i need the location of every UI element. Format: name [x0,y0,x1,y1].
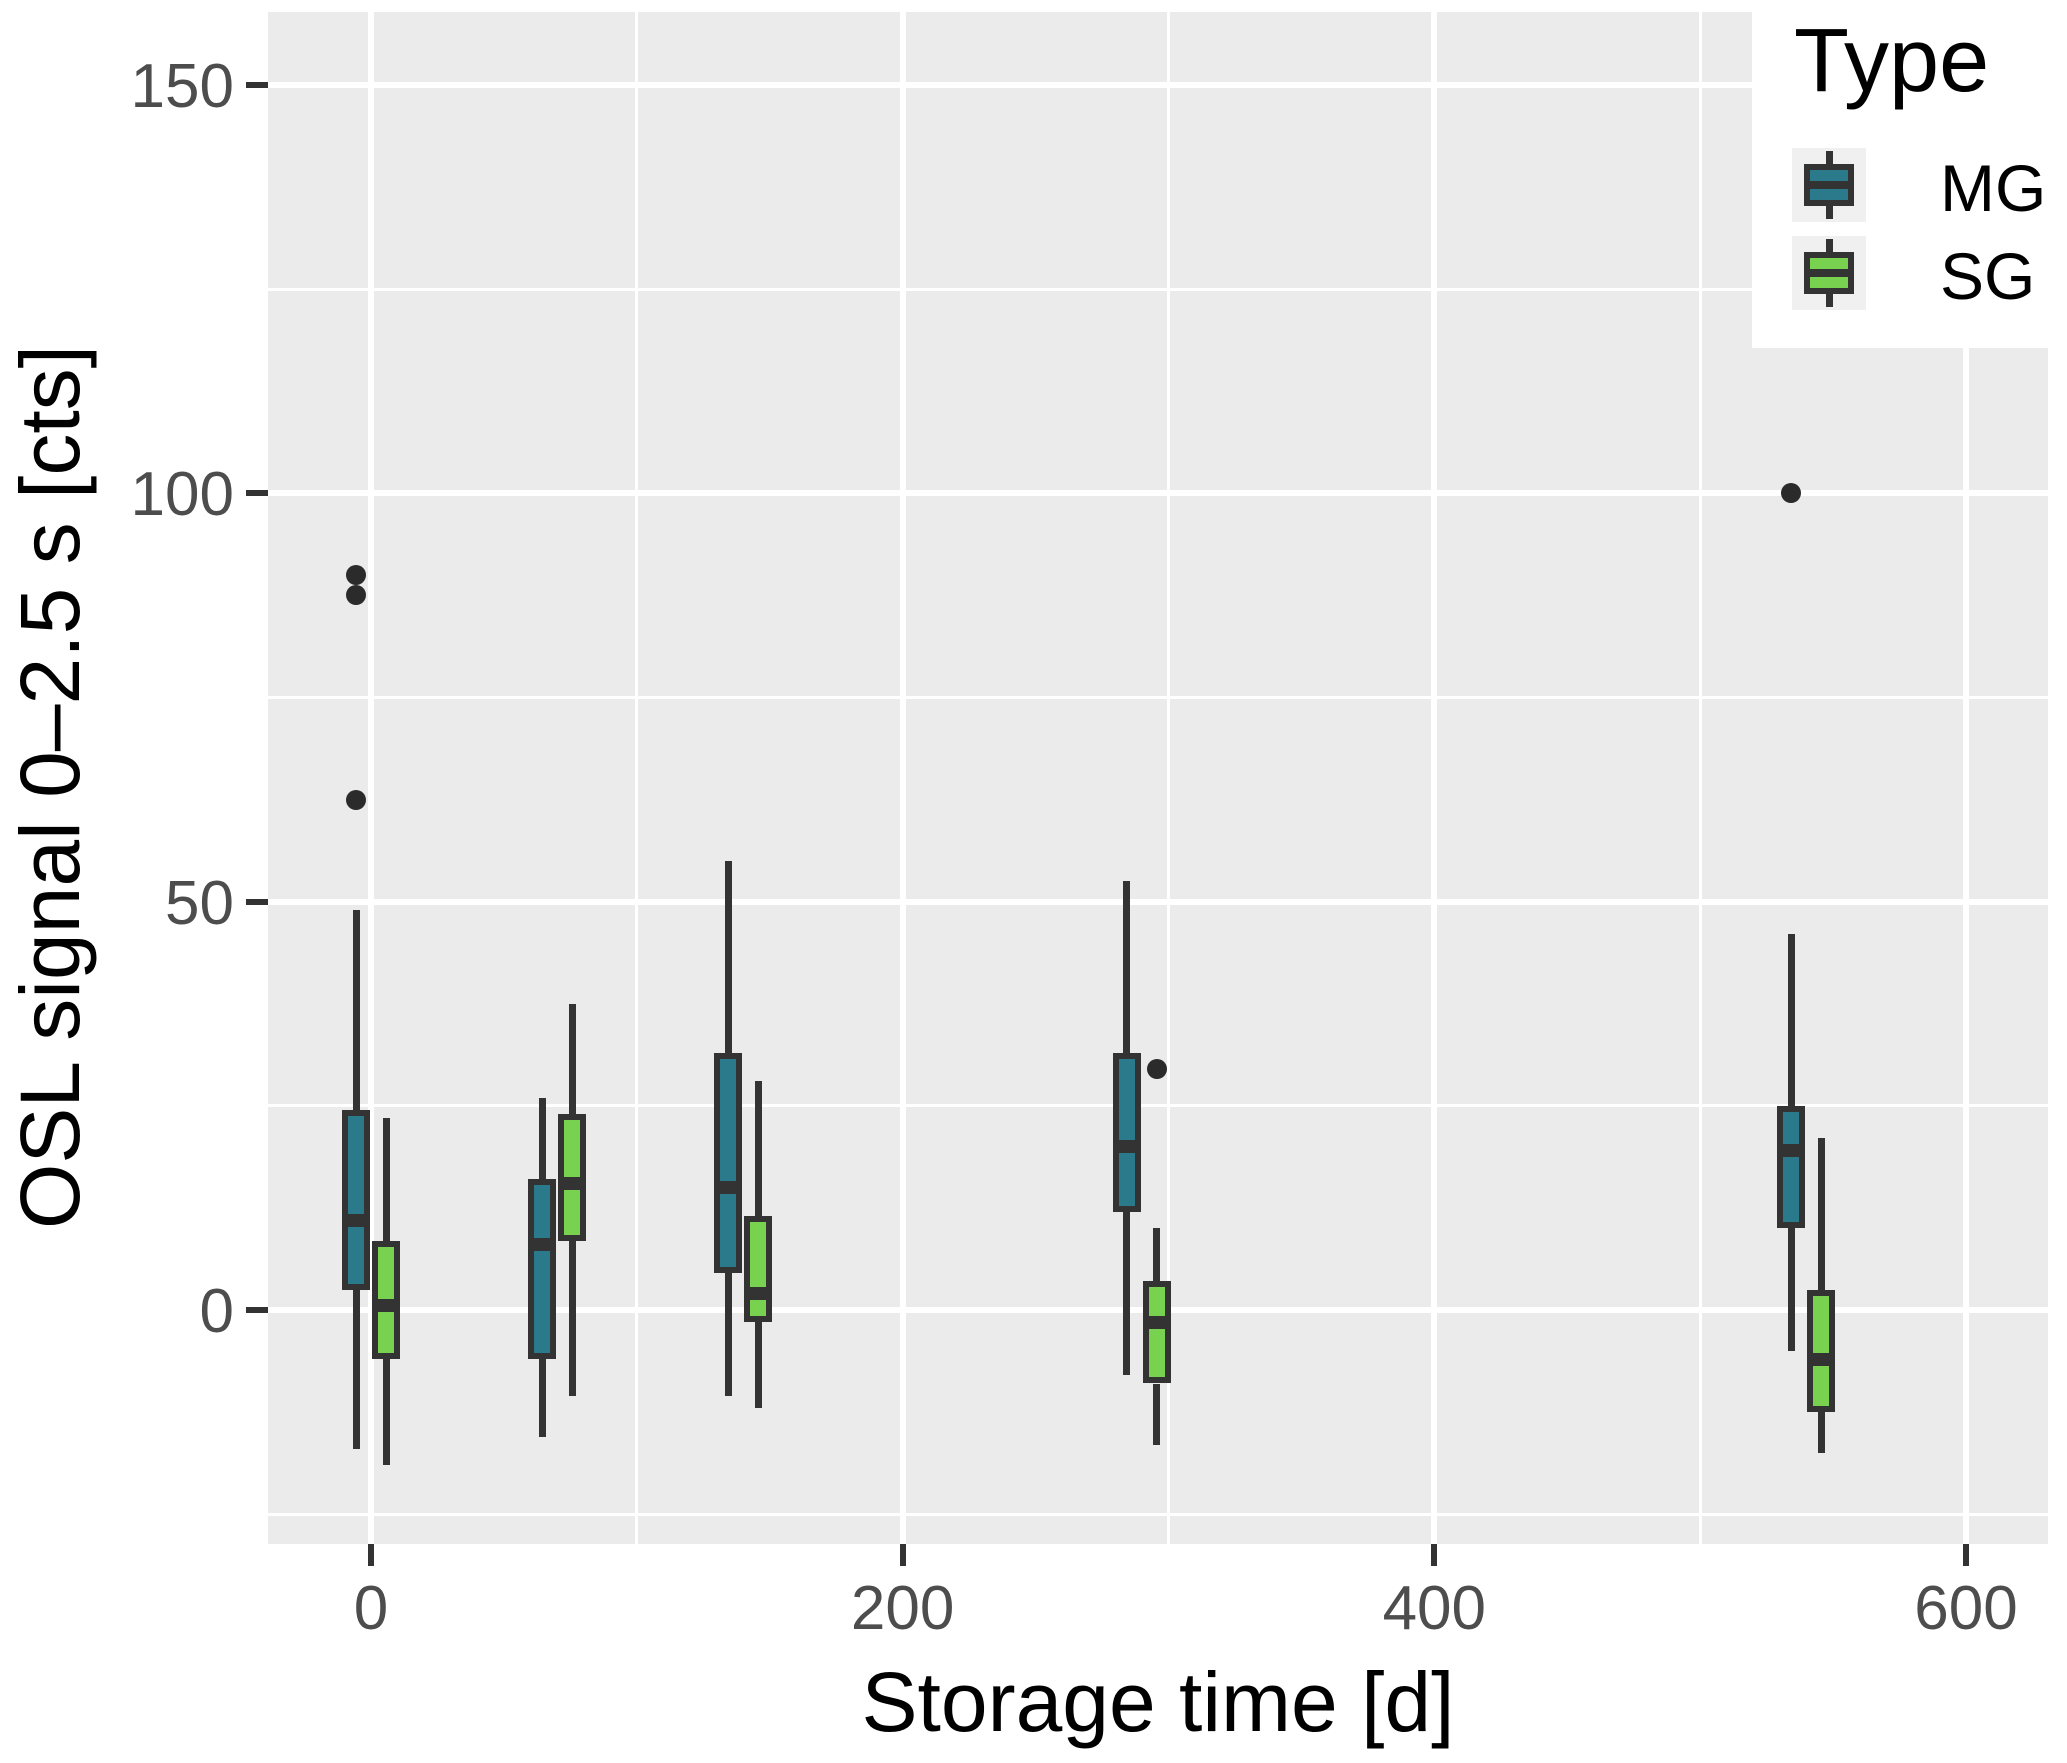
legend-title: Type [1794,11,1990,111]
median-line [1112,1140,1141,1154]
whisker-lower [1123,1211,1131,1376]
box-sg [1807,1289,1836,1413]
x-tick-label: 600 [1914,1574,2018,1643]
y-axis-title: OSL signal 0–2.5 s [cts] [3,345,97,1230]
whisker-lower [538,1359,546,1437]
y-tick [246,490,268,497]
legend-key-sg [1792,236,1866,310]
box-sg [1142,1281,1171,1384]
whisker-lower [382,1359,390,1466]
x-minor-gridline [1166,12,1170,1544]
whisker-upper [538,1097,546,1180]
whisker-upper [1787,934,1795,1106]
x-tick [1431,1544,1438,1566]
median-line [528,1238,557,1252]
y-tick-label: 0 [199,1277,234,1346]
plot-panel [268,12,2048,1544]
y-tick [246,898,268,905]
box-mg [1777,1105,1806,1229]
median-line [372,1299,400,1313]
x-minor-gridline [635,12,639,1544]
y-minor-gridline [268,287,2048,291]
box-mg [1112,1052,1141,1212]
whisker-lower [1153,1383,1161,1445]
whisker-upper [1153,1228,1161,1282]
outlier-point [1146,1059,1167,1080]
whisker-upper [352,909,360,1110]
y-minor-gridline [268,695,2048,699]
y-tick-label: 100 [130,460,234,530]
whisker-upper [568,1003,576,1114]
median-line [714,1180,743,1194]
x-major-gridline [1431,12,1438,1544]
x-major-gridline [368,12,374,1544]
y-major-gridline [268,490,2048,497]
median-line [558,1176,587,1190]
y-major-gridline [268,898,2048,905]
x-tick [899,1544,906,1566]
outlier-point [1781,483,1802,504]
box-mg [714,1052,743,1274]
median-line [1142,1315,1171,1329]
box-mg [528,1179,557,1359]
legend-label-sg: SG [1940,239,2036,313]
y-tick-label: 150 [130,51,234,121]
median-line [342,1213,370,1227]
whisker-upper [1817,1138,1825,1290]
median-line [1777,1144,1806,1158]
boxplot-glyph-median [1804,181,1854,189]
boxplot-glyph-median [1804,269,1854,277]
y-minor-gridline [268,1104,2048,1108]
box-mg [342,1109,370,1290]
x-axis-title: Storage time [d] [861,1655,1455,1749]
y-major-gridline [268,81,2048,88]
whisker-lower [724,1273,732,1396]
median-line [1807,1352,1836,1366]
whisker-upper [382,1118,390,1241]
y-tick-label: 50 [165,868,234,938]
x-tick-label: 400 [1382,1574,1487,1643]
x-tick-label: 200 [850,1574,955,1643]
y-minor-gridline [268,1512,2048,1516]
legend-entry-mg: MG [1792,148,2067,222]
whisker-upper [1123,881,1131,1053]
whisker-lower [1817,1412,1825,1453]
whisker-lower [754,1322,762,1408]
whisker-lower [352,1289,360,1449]
median-line [744,1287,773,1301]
legend: Type MG SG [1752,0,2067,348]
outlier-point [346,789,366,810]
y-tick [246,81,268,88]
x-major-gridline [1962,12,1969,1544]
whisker-upper [754,1081,762,1217]
whisker-upper [724,860,732,1053]
x-minor-gridline [1698,12,1702,1544]
x-major-gridline [899,12,906,1544]
x-tick [368,1544,374,1566]
y-tick [246,1307,268,1313]
legend-label-mg: MG [1940,151,2047,225]
legend-key-mg [1792,148,1866,222]
whisker-lower [568,1240,576,1396]
x-tick-label: 0 [353,1574,389,1643]
x-tick [1962,1544,1969,1566]
outlier-point [346,564,366,585]
legend-entry-sg: SG [1792,236,2067,310]
outlier-point [346,585,366,606]
box-sg [744,1216,773,1323]
whisker-lower [1787,1228,1795,1351]
